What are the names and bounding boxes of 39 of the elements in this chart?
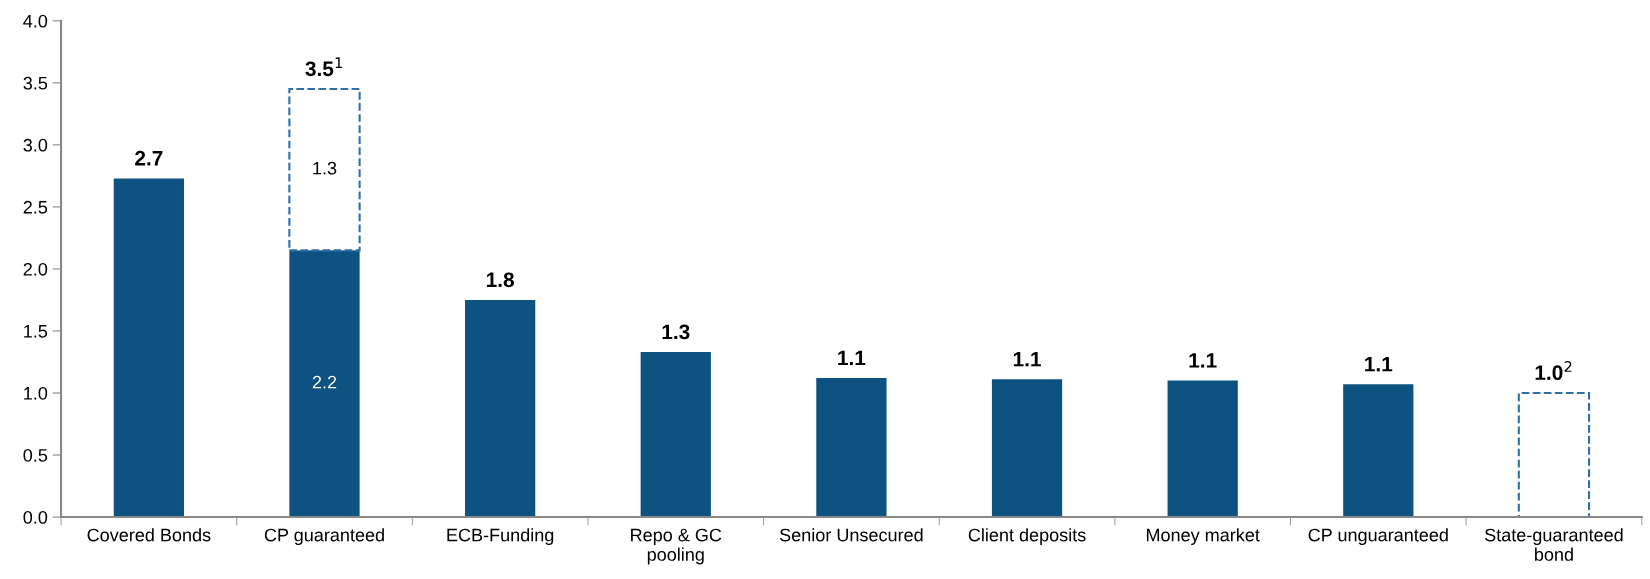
total-label: 1.3 [662,324,690,340]
bar [1517,391,1591,518]
y-tick-label: 0.0 [23,510,48,524]
bar [640,352,711,518]
x-tick-label: Senior Unsecured [779,528,923,542]
x-tick-label: CP guaranteed [264,528,384,545]
x-tick-label: ECB-Funding [447,528,554,545]
x-tick-label: Repo & GC pooling [631,528,722,565]
total-label: 1.0$^{2}$ [1535,361,1572,381]
bar [816,378,887,518]
total-label: 3.5$^{1}$ [305,57,343,77]
x-tick-label: Client deposits [968,528,1086,545]
total-label: 2.7 [135,150,163,166]
bar [991,379,1063,518]
y-tick-label: 1.0 [24,386,48,400]
total-label: 1.1 [1365,356,1393,372]
x-tick-label: CP unguaranteed [1308,528,1448,545]
bar [1343,384,1414,518]
y-tick-label: 4.0 [23,14,48,28]
y-tick-label: 0.5 [23,448,48,462]
bar [288,88,361,252]
bar [465,299,536,518]
x-tick-label: State-guaranteed bond [1484,528,1623,561]
x-tick-label: Money market [1146,528,1260,545]
y-tick-label: 1.5 [24,325,48,338]
total-label: 1.8 [486,272,514,288]
y-tick-label: 2.0 [23,262,48,276]
data-label: 1.3 [313,161,337,175]
y-tick-label: 3.0 [23,138,48,152]
y-tick-label: 3.5 [23,76,48,90]
total-label: 1.1 [1189,353,1217,368]
x-tick-label: Covered Bonds [87,528,211,542]
bar [113,178,184,518]
y-tick-label: 2.5 [23,200,48,214]
bar [289,250,360,518]
total-label: 1.1 [1013,352,1041,367]
bar [1167,380,1238,518]
data-label: 2.2 [312,375,337,389]
total-label: 1.1 [838,350,866,366]
